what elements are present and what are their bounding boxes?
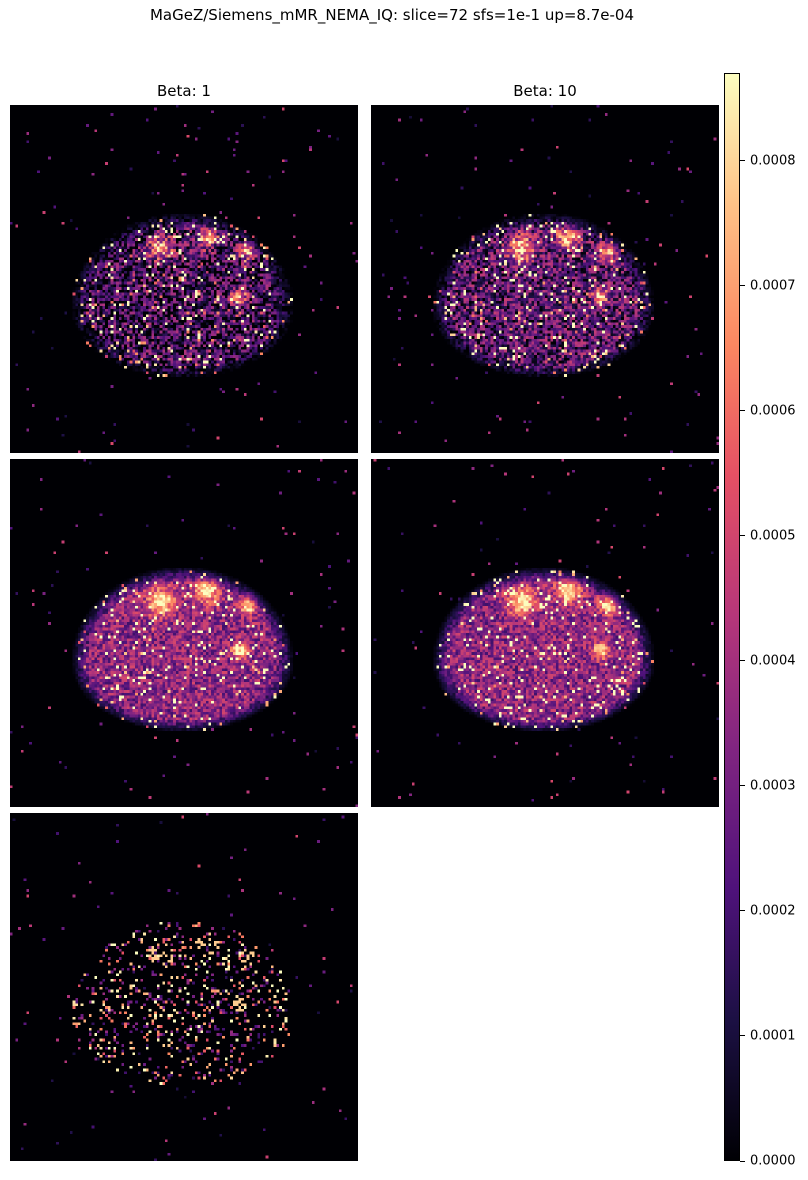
colorbar-tick-label: 0.0000 [750,1153,796,1169]
colorbar-tick-mark [740,160,745,162]
colorbar-tick-label: 0.0008 [750,153,796,169]
figure-title: MaGeZ/Siemens_mMR_NEMA_IQ: slice=72 sfs=… [149,6,635,24]
panel-image [371,459,719,807]
colorbar-tick-mark [740,1035,745,1037]
colorbar-tick-mark [740,785,745,787]
colorbar [724,73,740,1161]
colorbar-tick-label: 0.0001 [750,1028,796,1044]
colorbar-tick-label: 0.0004 [750,653,796,669]
image-panel-row3-beta1 [10,813,358,1161]
panel-image [10,459,358,807]
panel-image [10,813,358,1161]
colorbar-tick-mark [740,660,745,662]
colorbar-tick-mark [740,535,745,537]
image-panel-row2-beta10 [371,459,719,807]
colorbar-tick-label: 0.0002 [750,903,796,919]
image-panel-row2-beta1 [10,459,358,807]
panel-image [371,105,719,453]
column-title-beta-1: Beta: 1 [157,82,211,100]
image-panel-row1-beta1 [10,105,358,453]
colorbar-tick-mark [740,410,745,412]
colorbar-tick-label: 0.0006 [750,403,796,419]
colorbar-tick-mark [740,285,745,287]
colorbar-tick-label: 0.0003 [750,778,796,794]
column-title-beta-10: Beta: 10 [513,82,577,100]
colorbar-tick-label: 0.0005 [750,528,796,544]
colorbar-tick-mark [740,910,745,912]
panel-image [10,105,358,453]
colorbar-tick-label: 0.0007 [750,278,796,294]
colorbar-tick-mark [740,1160,745,1162]
image-panel-row1-beta10 [371,105,719,453]
